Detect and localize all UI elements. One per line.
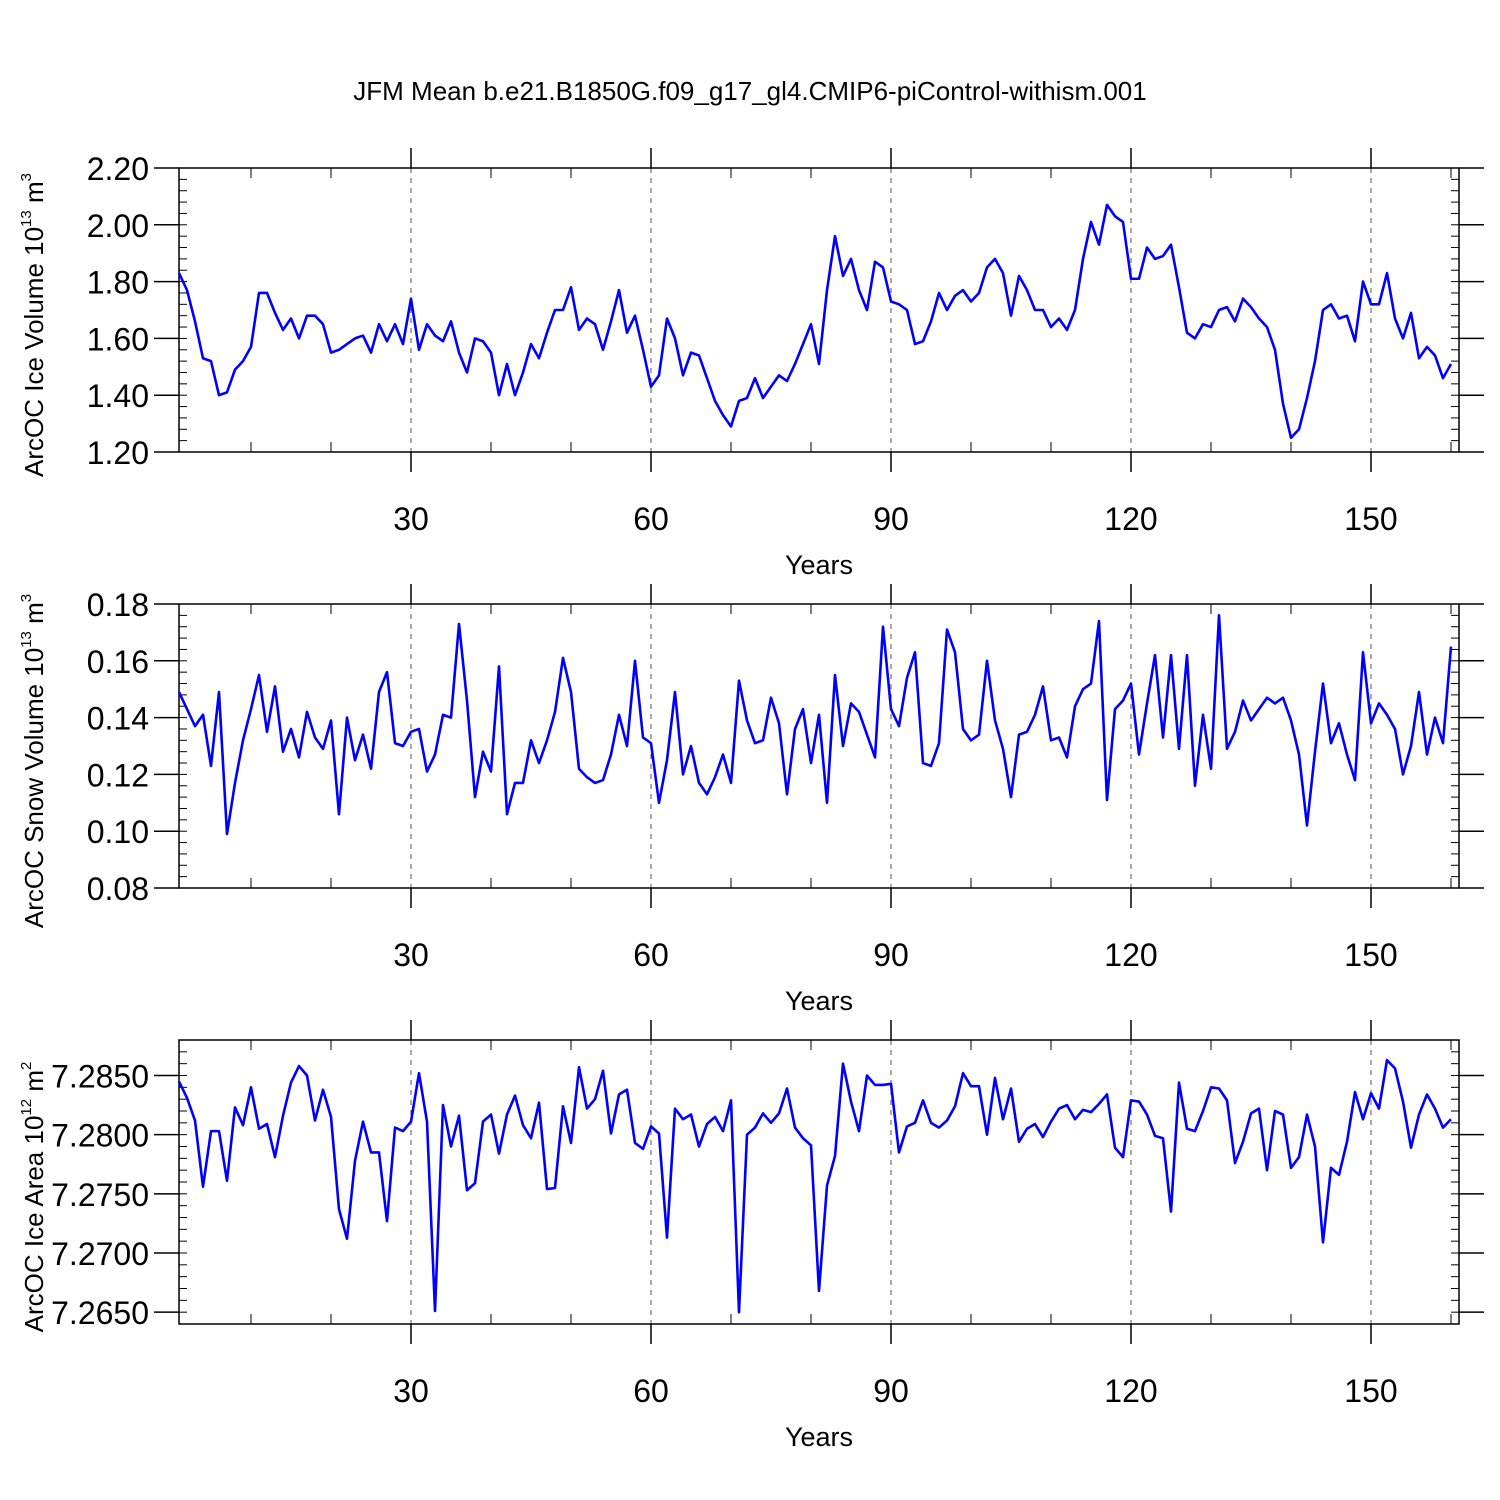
snow-volume-y-tick-label: 0.10 [87, 814, 149, 850]
ice-area-y-axis-title: ArcOC Ice Area 1012 m2 [18, 1062, 49, 1333]
ice-area-y-tick-label: 7.2750 [51, 1177, 149, 1213]
snow-volume-series-line [177, 614, 1453, 836]
snow-volume-x-tick-label: 120 [1104, 937, 1157, 973]
ice-volume-y-tick-label: 2.20 [87, 151, 149, 187]
snow-volume-panel: 0.08 0.10 0.12 0.14 0.16 0.18 30 60 90 120 150 Year… [18, 584, 1484, 1016]
ice-area-x-axis-title: Years [785, 1422, 853, 1452]
ice-area-y-tick-label: 7.2700 [51, 1236, 149, 1272]
snow-volume-y-tick-label: 0.16 [87, 644, 149, 680]
ice-volume-panel: 1.20 1.40 1.60 1.80 2.00 2.20 30 60 90 120 150 Year… [18, 148, 1484, 580]
ice-volume-y-axis-title: ArcOC Ice Volume 1013 m3 [18, 173, 49, 477]
snow-volume-x-tick-label: 30 [393, 937, 429, 973]
ice-volume-plot-frame [178, 167, 1460, 453]
snow-volume-x-axis-title: Years [785, 986, 853, 1016]
snow-volume-y-tick-label: 0.14 [87, 701, 149, 737]
ice-volume-y-tick-label: 1.80 [87, 265, 149, 301]
ice-area-x-tick-label: 150 [1344, 1373, 1397, 1409]
ice-volume-y-tick-label: 2.00 [87, 208, 149, 244]
ice-area-x-tick-label: 120 [1104, 1373, 1157, 1409]
ice-area-panel: 7.2650 7.2700 7.2750 7.2800 7.2850 30 60 90 120 1… [18, 1020, 1484, 1452]
ice-volume-y-tick-label: 1.60 [87, 321, 149, 357]
ice-area-x-tick-label: 60 [633, 1373, 669, 1409]
snow-volume-y-tick-label: 0.18 [87, 587, 149, 623]
snow-volume-x-tick-label: 60 [633, 937, 669, 973]
snow-volume-plot-frame [178, 603, 1460, 889]
snow-volume-y-axis-title: ArcOC Snow Volume 1013 m3 [18, 594, 49, 928]
snow-volume-x-tick-label: 90 [873, 937, 909, 973]
snow-volume-y-tick-label: 0.12 [87, 757, 149, 793]
ice-area-y-tick-label: 7.2800 [51, 1118, 149, 1154]
ice-area-series-line [177, 1058, 1452, 1314]
ice-volume-x-tick-label: 120 [1104, 501, 1157, 537]
ice-volume-x-tick-label: 30 [393, 501, 429, 537]
figure-title: JFM Mean b.e21.B1850G.f09_g17_gl4.CMIP6-… [353, 76, 1146, 106]
ice-volume-series-line [177, 203, 1453, 440]
snow-volume-x-tick-label: 150 [1344, 937, 1397, 973]
ice-volume-y-tick-label: 1.20 [87, 435, 149, 471]
ice-area-y-tick-label: 7.2850 [51, 1059, 149, 1095]
ice-volume-x-tick-label: 60 [633, 501, 669, 537]
ice-area-x-tick-label: 30 [393, 1373, 429, 1409]
ice-volume-x-tick-label: 90 [873, 501, 909, 537]
ice-area-x-tick-label: 90 [873, 1373, 909, 1409]
ice-volume-x-tick-label: 150 [1344, 501, 1397, 537]
ice-volume-x-axis-title: Years [785, 550, 853, 580]
ice-area-y-tick-label: 7.2650 [51, 1295, 149, 1331]
ice-volume-y-tick-label: 1.40 [87, 378, 149, 414]
snow-volume-y-tick-label: 0.08 [87, 871, 149, 907]
